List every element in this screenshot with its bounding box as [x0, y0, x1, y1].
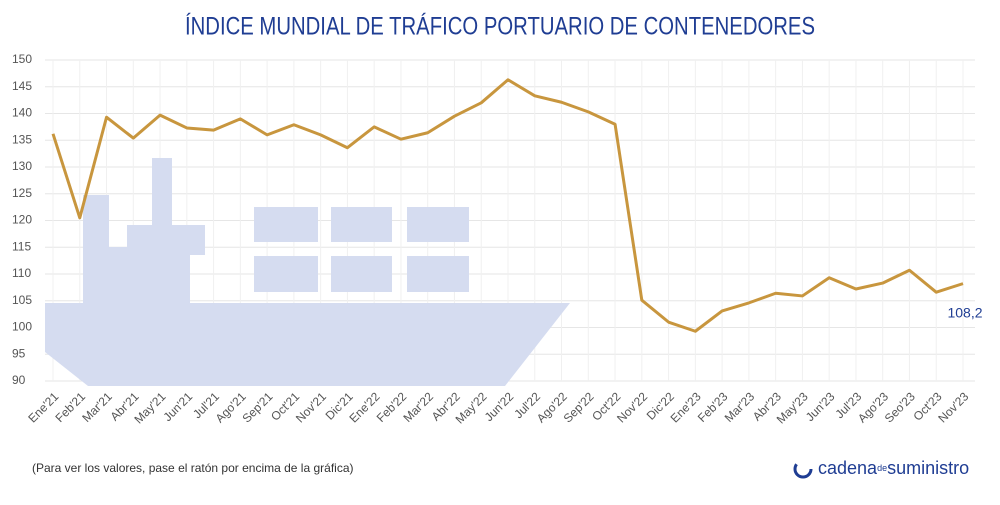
x-tick-label: Nov'21 — [293, 389, 329, 425]
y-tick-label: 130 — [12, 159, 32, 173]
y-tick-label: 140 — [12, 106, 32, 120]
chart-title: ÍNDICE MUNDIAL DE TRÁFICO PORTUARIO DE C… — [185, 12, 815, 41]
line-series — [51, 78, 964, 333]
logo-word: de — [877, 463, 887, 473]
logo-word: suministro — [887, 458, 969, 478]
y-tick-label: 95 — [12, 346, 26, 360]
x-tick-label: Sep'22 — [561, 389, 597, 425]
data-label: 108,2 — [947, 304, 982, 320]
y-tick-label: 120 — [12, 213, 32, 227]
y-tick-label: 90 — [12, 373, 26, 387]
footnote: (Para ver los valores, pase el ratón por… — [32, 461, 354, 475]
x-tick-label: Jun'22 — [482, 389, 517, 424]
logo-word: cadena — [818, 458, 878, 478]
y-tick-label: 150 — [12, 52, 32, 66]
x-tick-label: Mar'21 — [79, 389, 115, 425]
x-tick-label: Jun'23 — [803, 389, 838, 424]
y-tick-label: 145 — [12, 79, 32, 93]
x-tick-label: Sep'21 — [239, 389, 275, 425]
logo-text: cadenadesuministro — [818, 458, 969, 478]
y-tick-label: 135 — [12, 132, 32, 146]
x-tick-label: Nov'23 — [935, 389, 971, 425]
x-tick-label: Nov'22 — [614, 389, 650, 425]
x-tick-label: Mar'23 — [722, 389, 758, 425]
y-tick-label: 105 — [12, 293, 32, 307]
y-tick-label: 115 — [12, 239, 31, 253]
ship-illustration — [45, 158, 570, 386]
logo-icon — [793, 459, 813, 479]
x-tick-label: Jun'21 — [161, 389, 196, 424]
x-tick-label: Seo'23 — [882, 389, 918, 425]
y-tick-label: 110 — [12, 266, 31, 280]
logo: cadenadesuministro — [793, 458, 969, 479]
y-tick-label: 125 — [12, 186, 32, 200]
y-tick-label: 100 — [12, 320, 32, 334]
x-tick-label: Mar'22 — [400, 389, 436, 425]
